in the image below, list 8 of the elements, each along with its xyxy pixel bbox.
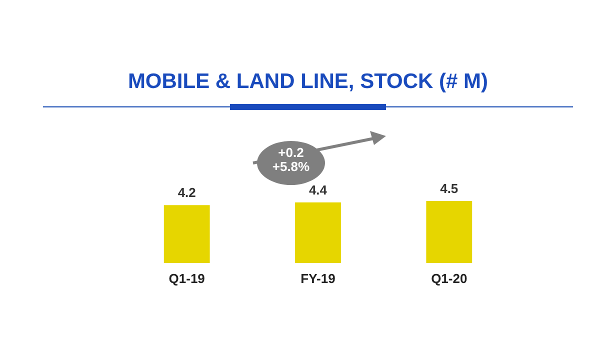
- x-tick-label: Q1-20: [431, 271, 468, 286]
- data-label: 4.2: [178, 185, 196, 200]
- chart-title: MOBILE & LAND LINE, STOCK (# M): [128, 70, 488, 93]
- data-label: 4.5: [440, 181, 458, 196]
- x-tick-label: Q1-19: [168, 271, 205, 286]
- text: +0.2 +5.8%: [272, 145, 310, 174]
- x-tick-label: FY-19: [300, 271, 336, 286]
- data-label: 4.4: [308, 182, 328, 198]
